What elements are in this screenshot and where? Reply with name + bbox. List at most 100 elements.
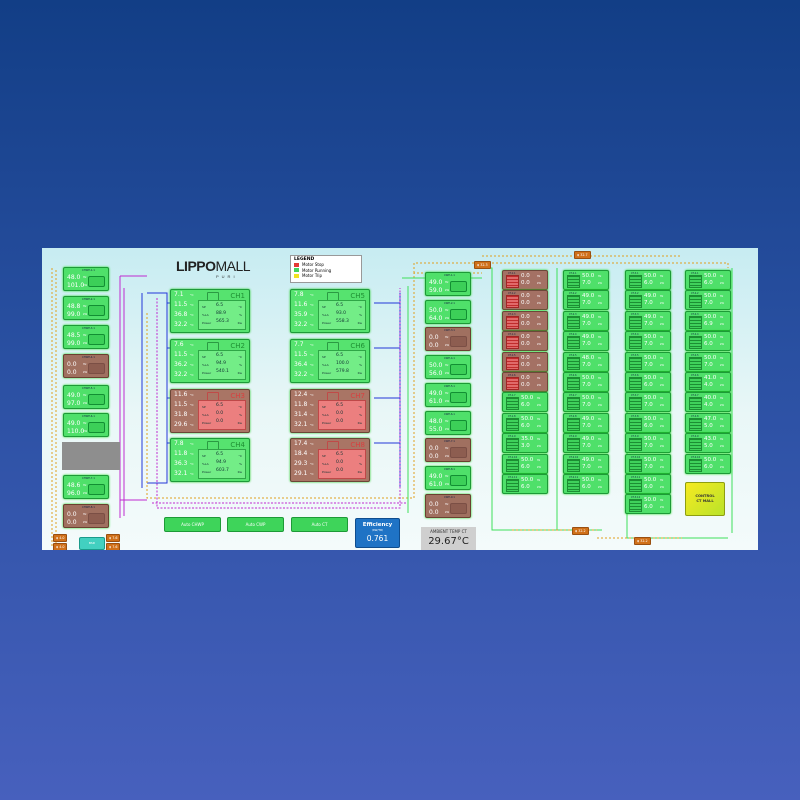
pump-card[interactable]: CHWP-6.1 49.0 110.0 Hz kW bbox=[63, 413, 109, 437]
ct-unit-1: Hz bbox=[660, 356, 664, 360]
pump-card[interactable]: CWP-8.1 49.0 61.0 Hz kW bbox=[425, 466, 471, 490]
ct-power: 3.0 bbox=[521, 443, 530, 450]
ct-unit-1: Hz bbox=[660, 336, 664, 340]
chiller-panel-unit: % bbox=[239, 313, 242, 317]
ct-power: 6.0 bbox=[704, 341, 713, 348]
cooling-tower-card[interactable]: CT-1.4 0.0 0.0 Hz kW bbox=[502, 331, 548, 352]
chiller-ch1[interactable]: CH1 7.1 °C 11.5 °C 36.8 °C 32.2 °C SP 6.5 °C %LA 88.9… bbox=[170, 289, 250, 333]
pump-card[interactable]: CHWP-7.1 48.6 96.0 Hz kW bbox=[63, 475, 109, 499]
chiller-ch5[interactable]: CH5 7.8 °C 11.6 °C 35.9 °C 32.2 °C SP 6.5 °C %LA 93.0… bbox=[290, 289, 370, 333]
ct-power: 6.0 bbox=[644, 484, 653, 490]
cooling-tower-card[interactable]: CT-1.5 0.0 0.0 Hz kW bbox=[502, 351, 548, 372]
cooling-tower-card[interactable]: CT-3.12 50.0 6.0 Hz kW bbox=[625, 494, 671, 515]
cooling-tower-card[interactable]: CT-4.4 50.0 6.0 Hz kW bbox=[685, 331, 731, 352]
cooling-tower-card[interactable]: CT-3.3 49.0 7.0 Hz kW bbox=[625, 310, 671, 331]
cooling-tower-card[interactable]: CT-3.6 50.0 6.0 Hz kW bbox=[625, 372, 671, 392]
auto-chwp-button[interactable]: Auto CHWP bbox=[164, 517, 221, 532]
chiller-ch2[interactable]: CH2 7.6 °C 11.5 °C 36.2 °C 32.2 °C SP 6.5 °C %LA 94.9… bbox=[170, 339, 250, 383]
cooling-tower-card[interactable]: CT-4.5 50.0 7.0 Hz kW bbox=[685, 351, 731, 372]
pump-card[interactable]: CWP-4.1 50.0 56.0 Hz kW bbox=[425, 355, 471, 379]
cooling-tower-icon bbox=[689, 377, 702, 390]
pump-card[interactable]: CHWP-8.1 0.0 0.0 Hz kW bbox=[63, 504, 109, 528]
cooling-tower-card[interactable]: CT-1.3 0.0 0.0 Hz kW bbox=[502, 310, 548, 331]
left-tag-4: φ 7.6 bbox=[106, 543, 121, 550]
cooling-tower-card[interactable]: CT-1.1 0.0 0.0 Hz kW bbox=[502, 270, 548, 290]
cooling-tower-card[interactable]: CT-2.10 49.0 7.0 Hz kW bbox=[563, 453, 609, 474]
ct-tag: CT-4.8 bbox=[691, 414, 699, 418]
pump-card[interactable]: CWP-2.1 50.0 64.0 Hz kW bbox=[425, 300, 471, 324]
pump-card[interactable]: CHWP-4.1 0.0 0.0 Hz kW bbox=[63, 354, 109, 378]
cooling-tower-card[interactable]: CT-4.9 43.0 5.0 Hz kW bbox=[685, 433, 731, 454]
cooling-tower-card[interactable]: CT-1.2 0.0 0.0 Hz kW bbox=[502, 290, 548, 311]
cooling-tower-icon bbox=[689, 275, 702, 288]
auto-cwp-button[interactable]: Auto CWP bbox=[227, 517, 284, 532]
cooling-tower-card[interactable]: CT-2.9 49.0 7.0 Hz kW bbox=[563, 433, 609, 454]
cooling-tower-card[interactable]: CT-3.2 49.0 7.0 Hz kW bbox=[625, 290, 671, 311]
pump-card[interactable]: CWP-1.1 49.0 59.0 Hz kW bbox=[425, 272, 471, 296]
bsd-button[interactable]: BSD bbox=[79, 537, 105, 550]
chiller-panel-label: Power bbox=[202, 470, 212, 474]
cooling-tower-card[interactable]: CT-1.8 50.0 6.0 Hz kW bbox=[502, 412, 548, 433]
cooling-tower-card[interactable]: CT-2.11 50.0 6.0 Hz kW bbox=[563, 474, 609, 494]
cooling-tower-card[interactable]: CT-2.4 49.0 7.0 Hz kW bbox=[563, 331, 609, 352]
cooling-tower-card[interactable]: CT-3.9 50.0 7.0 Hz kW bbox=[625, 433, 671, 454]
chiller-panel: SP 6.5 °C %LA 94.9% Power 603.7 Kw bbox=[198, 449, 246, 479]
ct-tag: CT-2.6 bbox=[569, 374, 577, 377]
chiller-ch3[interactable]: CH3 11.6 °C 11.5 °C 31.8 °C 29.6 °C SP 6.5 °C %LA 0.0… bbox=[170, 389, 250, 433]
cooling-tower-card[interactable]: CT-2.2 49.0 7.0 Hz kW bbox=[563, 290, 609, 311]
cooling-tower-card[interactable]: CT-4.6 41.0 4.0 Hz kW bbox=[685, 372, 731, 392]
pump-card[interactable]: CWP-3.1 0.0 0.0 Hz kW bbox=[425, 327, 471, 351]
control-ct-mall-button[interactable]: CONTROL CT MALL bbox=[685, 482, 725, 516]
pump-card[interactable]: CWP-9.1 0.0 0.0 Hz kW bbox=[425, 494, 471, 518]
chiller-temp-unit: °C bbox=[190, 313, 194, 317]
legend-swatch bbox=[294, 273, 299, 278]
cooling-tower-card[interactable]: CT-1.9 35.0 3.0 Hz kW bbox=[502, 433, 548, 454]
cooling-tower-card[interactable]: CT-3.5 50.0 7.0 Hz kW bbox=[625, 351, 671, 372]
cooling-tower-card[interactable]: CT-4.3 50.0 6.9 Hz kW bbox=[685, 310, 731, 331]
cooling-tower-card[interactable]: CT-2.6 50.0 7.0 Hz kW bbox=[563, 372, 609, 392]
cooling-tower-card[interactable]: CT-1.7 50.0 6.0 Hz kW bbox=[502, 392, 548, 413]
cooling-tower-card[interactable]: CT-2.5 48.0 7.0 Hz kW bbox=[563, 351, 609, 372]
ct-frequency: 49.0 bbox=[644, 313, 657, 320]
cooling-tower-card[interactable]: CT-1.11 50.0 6.0 Hz kW bbox=[502, 474, 548, 494]
pump-card[interactable]: CWP-5.1 49.0 61.0 Hz kW bbox=[425, 383, 471, 407]
cooling-tower-card[interactable]: CT-1.10 50.0 6.0 Hz kW bbox=[502, 453, 548, 474]
cooling-tower-card[interactable]: CT-2.1 50.0 7.0 Hz kW bbox=[563, 270, 609, 290]
cooling-tower-card[interactable]: CT-2.3 49.0 7.0 Hz kW bbox=[563, 310, 609, 331]
cooling-tower-card[interactable]: CT-3.1 50.0 6.0 Hz kW bbox=[625, 270, 671, 290]
chiller-panel-value: 6.5 bbox=[336, 452, 344, 457]
cooling-tower-card[interactable]: CT-2.7 50.0 7.0 Hz kW bbox=[563, 392, 609, 413]
chiller-temp-unit: °C bbox=[310, 413, 314, 417]
ct-frequency: 50.0 bbox=[582, 273, 595, 279]
chiller-ch7[interactable]: CH7 12.4 °C 11.8 °C 31.4 °C 32.1 °C SP 6.5 °C %LA 0.0… bbox=[290, 389, 370, 433]
chiller-ch6[interactable]: CH6 7.7 °C 11.5 °C 36.4 °C 32.2 °C SP 6.5 °C %LA 100.… bbox=[290, 339, 370, 383]
chiller-panel: SP 6.5 °C %LA 94.9% Power 540.1 Kw bbox=[198, 350, 246, 380]
ct-unit-1: Hz bbox=[537, 438, 541, 442]
cooling-tower-card[interactable]: CT-3.7 50.0 7.0 Hz kW bbox=[625, 392, 671, 413]
cooling-tower-card[interactable]: CT-1.6 0.0 0.0 Hz kW bbox=[502, 372, 548, 392]
pump-card[interactable]: CHWP-2.1 48.8 99.0 Hz kW bbox=[63, 296, 109, 320]
cooling-tower-card[interactable]: CT-2.8 49.0 7.0 Hz kW bbox=[563, 412, 609, 433]
cooling-tower-card[interactable]: CT-4.8 47.0 5.0 Hz kW bbox=[685, 412, 731, 433]
chiller-ch4[interactable]: CH4 7.8 °C 11.8 °C 36.3 °C 32.1 °C SP 6.5 °C %LA 94.9… bbox=[170, 438, 250, 482]
cooling-tower-card[interactable]: CT-3.11 50.0 6.0 Hz kW bbox=[625, 474, 671, 494]
pump-card[interactable]: CHWP-1.1 48.0 101.0 Hz kW bbox=[63, 267, 109, 291]
pump-card[interactable]: CWP-7.1 0.0 0.0 Hz kW bbox=[425, 438, 471, 462]
cooling-tower-card[interactable]: CT-4.1 50.0 6.0 Hz kW bbox=[685, 270, 731, 290]
pump-card[interactable]: CHWP-5.1 49.0 97.0 Hz kW bbox=[63, 385, 109, 409]
pump-card[interactable]: CWP-6.1 48.0 55.0 Hz kW bbox=[425, 411, 471, 435]
pump-card[interactable]: CHWP-3.1 48.5 99.0 Hz kW bbox=[63, 325, 109, 349]
cooling-tower-card[interactable]: CT-3.4 50.0 7.0 Hz kW bbox=[625, 331, 671, 352]
cooling-tower-card[interactable]: CT-4.10 50.0 6.0 Hz kW bbox=[685, 453, 731, 474]
cooling-tower-card[interactable]: CT-3.10 50.0 7.0 Hz kW bbox=[625, 453, 671, 474]
cooling-tower-card[interactable]: CT-3.8 50.0 6.0 Hz kW bbox=[625, 412, 671, 433]
ct-tag: CT-3.11 bbox=[631, 476, 641, 479]
chiller-ch8[interactable]: CH8 17.4 °C 18.4 °C 29.3 °C 29.1 °C SP 6.5 °C %LA 0.0… bbox=[290, 438, 370, 482]
ct-frequency: 50.0 bbox=[521, 456, 534, 463]
cooling-tower-card[interactable]: CT-4.7 40.0 4.0 Hz kW bbox=[685, 392, 731, 413]
ct-power: 7.0 bbox=[582, 422, 591, 429]
ct-unit-1: Hz bbox=[537, 336, 541, 340]
auto-ct-button[interactable]: Auto CT bbox=[291, 517, 348, 532]
cooling-tower-card[interactable]: CT-4.2 50.0 7.0 Hz kW bbox=[685, 290, 731, 311]
chiller-temp-unit: °C bbox=[190, 293, 194, 297]
